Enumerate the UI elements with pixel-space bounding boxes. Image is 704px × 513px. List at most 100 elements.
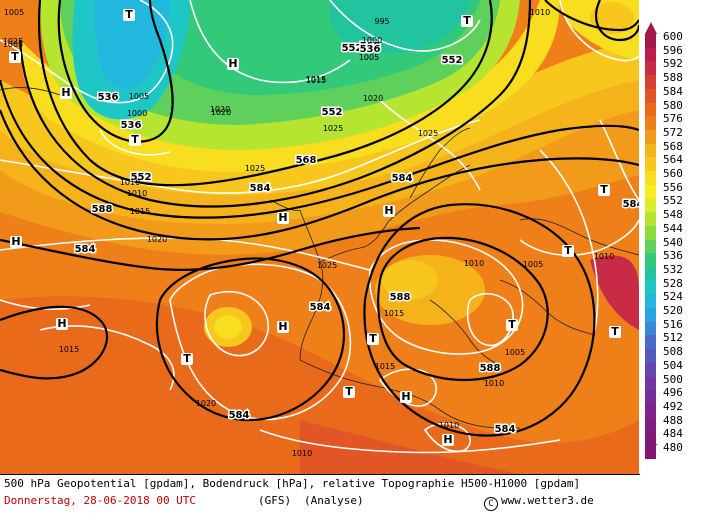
low-pressure-marker: T [131,133,139,146]
color-legend: 600 596 592 588 584 580 576 572 568 564 560 556 552 5… [639,0,704,474]
geopotential-label: 584 [495,424,516,435]
low-pressure-marker-box [181,353,193,365]
pressure-label: 1010 [484,379,504,388]
legend-swatch [645,321,656,336]
legend-value: 524 [663,290,683,304]
legend-swatch [645,75,656,90]
geopotential-label: 568 [296,155,317,166]
legend-swatch [645,335,656,350]
low-pressure-marker: T [508,318,516,331]
pressure-label: 1025 [245,164,265,173]
geopotential-label: 552 [342,43,363,54]
legend-swatch [645,198,656,213]
pressure-label: 1005 [4,8,24,17]
legend-swatch [645,417,656,432]
legend-swatch [645,376,656,391]
pressure-label: 1010 [439,421,459,430]
pressure-label: 1020 [196,399,216,408]
legend-swatch [645,431,656,446]
field-560 [20,0,560,173]
pressure-label: 1010 [292,449,312,458]
legend-swatch [645,212,656,227]
geopotential-label: 584 [310,302,331,313]
legend-swatch [645,280,656,295]
legend-value: 536 [663,249,683,263]
pressure-label: 1000 [362,36,382,45]
legend-value: 544 [663,221,683,235]
legend-value: 572 [663,125,683,139]
low-pressure-marker-box [129,134,141,146]
legend-swatch [645,239,656,254]
caption-title: 500 hPa Geopotential [gpdam], Bodendruck… [4,477,581,490]
pressure-label: 1025 [3,37,23,46]
low-pressure-marker-box [506,319,518,331]
legend-value: 496 [663,386,683,400]
high-pressure-marker-box [277,321,289,333]
high-pressure-marker-box [10,236,22,248]
geopotential-label: 568 [360,41,381,52]
geopotential-label: 584 [392,173,413,184]
legend-value: 504 [663,358,683,372]
high-pressure-marker: H [57,317,66,330]
low-pressure-marker-box [123,9,135,21]
legend-swatch [645,171,656,186]
legend-value: 576 [663,112,683,126]
pressure-label: 1015 [306,76,326,85]
legend-value: 492 [663,399,683,413]
field-524-west [94,0,170,89]
low-pressure-marker: T [463,14,471,27]
legend-value: 516 [663,317,683,331]
pressure-label: 1020 [210,105,230,114]
coastlines [0,87,639,429]
ridge-core [382,260,438,300]
low-pressure-marker-box [562,245,574,257]
field-580 [0,296,639,474]
low-pressure-marker: T [183,352,191,365]
ridge-ne [590,2,634,34]
pressure-label: 1005 [505,348,525,357]
legend-swatch [645,47,656,62]
low-pressure-marker: T [125,8,133,21]
pressure-label: 1025 [418,129,438,138]
legend-swatch [645,390,656,405]
legend-value: 500 [663,372,683,386]
legend-swatch [645,143,656,158]
pressure-label: 995 [374,17,389,26]
legend-swatch [645,225,656,240]
caption-date: Donnerstag, 28-06-2018 00 UTC [4,494,197,507]
low-pressure-marker: T [564,244,572,257]
high-pressure-marker: H [278,211,287,224]
pressure-label: 1005 [129,92,149,101]
geopotential-label: 588 [92,204,113,215]
pressure-label: 1015 [384,309,404,318]
low-pressure-marker: T [369,332,377,345]
geopotential-label: 584 [623,199,639,210]
legend-swatch [645,349,656,364]
legend-value: 588 [663,71,683,85]
pressure-label: 1015 [59,345,79,354]
geopotential-label: 584 [229,410,250,421]
pressure-label: 1020 [147,235,167,244]
copyright-icon: C [484,497,498,511]
legend-value: 568 [663,139,683,153]
legend-swatch [645,129,656,145]
geopotential-label: 552 [131,172,152,183]
copyright-link[interactable]: www.wetter3.de [501,494,594,507]
low-pressure-marker-box [9,51,21,63]
caption-model: (GFS) [258,494,292,507]
pressure-label: 1010 [120,178,140,187]
map-canvas: 5365365525525525685845885845845845845885… [0,0,639,474]
map-panel: 536 536 552 552 552 568 584 588 584 584 584 584 588 5… [0,0,640,475]
caption-footer: 500 hPa Geopotential [gpdam], Bodendruck… [0,475,704,513]
pressure-label: 1025 [323,124,343,133]
pressure-label: 1000 [127,109,147,118]
legend-value: 556 [663,180,683,194]
low-pressure-marker-box [609,326,621,338]
legend-swatch [645,34,656,49]
high-pressure-marker-box [277,212,289,224]
high-pressure-marker-box [400,391,412,403]
legend-swatch [645,102,656,117]
legend-swatch [645,116,656,131]
geopotential-label: 536 [360,44,381,55]
